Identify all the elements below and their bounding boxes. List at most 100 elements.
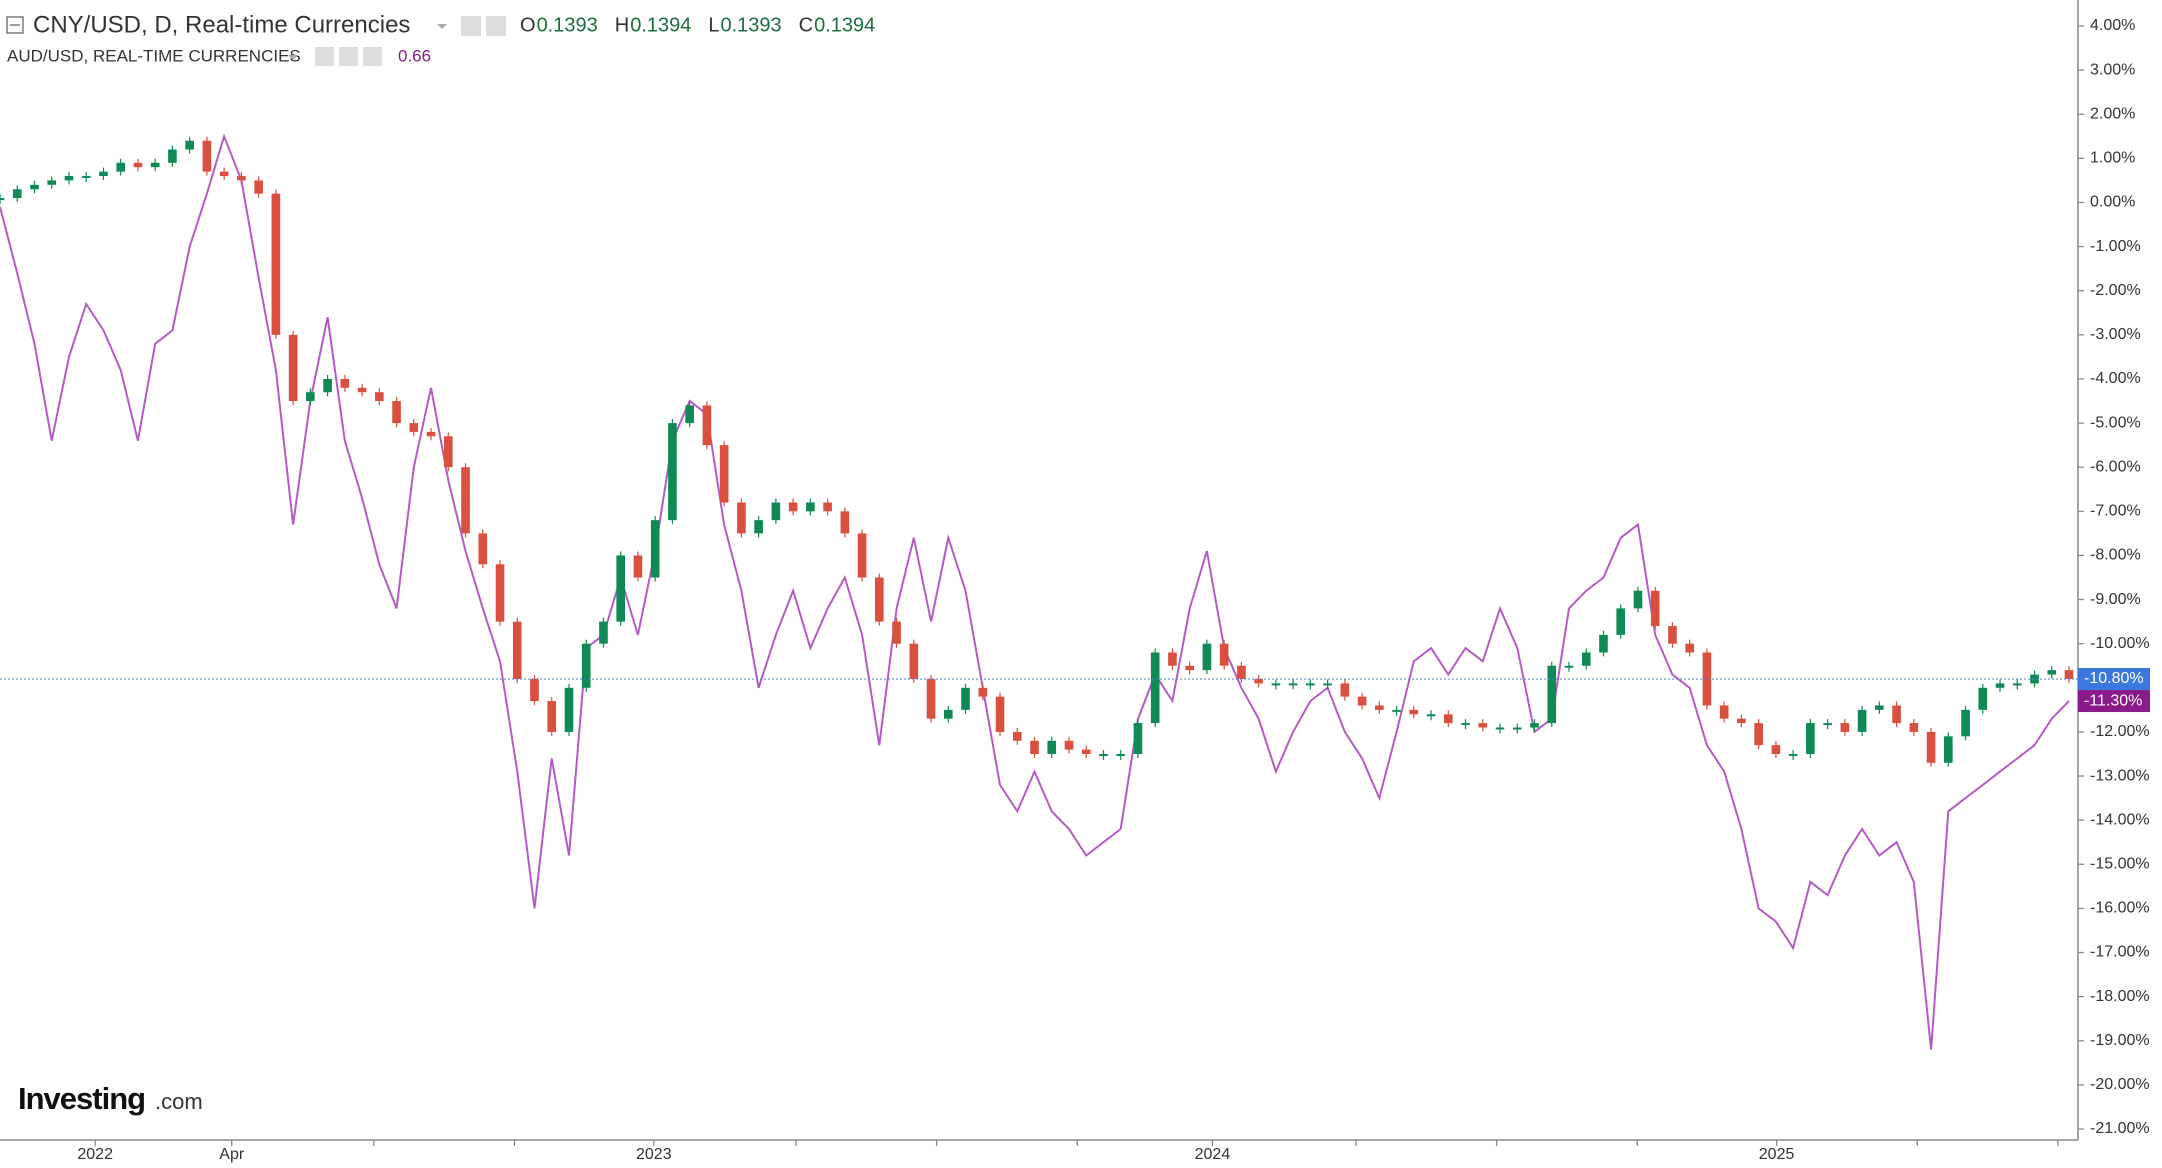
dropdown-arrow[interactable] [437,24,447,29]
candle-body [1271,683,1281,686]
candle-body [530,678,539,702]
candle-body [1012,731,1022,741]
candle-body [1495,727,1505,730]
subtitle-value: 0.66 [398,46,431,65]
candle-body [943,709,953,719]
candle-body [461,467,470,534]
candle-body [1478,723,1488,728]
candle-body [599,621,608,644]
gear-icon[interactable] [339,47,358,66]
y-tick-label: -5.00% [2090,414,2141,431]
collapse-icon[interactable] [6,16,24,34]
candle-body [1875,705,1884,710]
y-tick-label: -21.00% [2090,1120,2150,1137]
last-value-box [2078,690,2150,713]
candle-body [633,555,643,578]
candle-body [323,378,332,393]
candle-body [1323,683,1332,686]
candle-body [202,140,212,172]
candle-body [478,533,488,565]
candle-body [409,423,419,432]
candle-body [581,643,591,688]
candle-body [47,180,57,185]
candle-body [1168,652,1177,666]
candle-body [1254,678,1263,684]
settings-icon[interactable] [315,47,334,66]
candle-body [1685,643,1694,653]
y-tick-label: -7.00% [2090,503,2141,520]
logo-brand: Investing [18,1081,145,1116]
y-tick-label: -8.00% [2090,547,2141,564]
candle-body [150,162,160,168]
candle-body [1306,683,1315,686]
candle-body [547,701,557,732]
y-tick-label: 2.00% [2090,105,2135,122]
ohlc-value: 0.1393 [537,14,598,36]
candle-body [1840,723,1850,732]
candle-body [616,555,626,622]
candle-body [1047,740,1057,754]
candle-body [1116,753,1126,756]
settings-icon[interactable] [461,16,481,36]
x-tick-label: 2025 [1759,1146,1795,1163]
candle-body [840,511,850,534]
y-tick-label: -10.00% [2090,635,2150,652]
candle-body [909,643,919,679]
y-tick-label: -19.00% [2090,1032,2150,1049]
candle-body [1806,723,1815,754]
candle-body [271,193,281,335]
candle-body [99,171,108,177]
ohlc-value: 0.1394 [630,14,691,36]
candle-body [1823,723,1832,726]
candle-body [340,378,350,388]
ohlc-value: 0.1393 [720,14,781,36]
candle-body [1530,723,1539,728]
candle-body [1375,705,1384,710]
candle-body [1650,590,1660,627]
candle-body [2047,670,2057,675]
candle-body [254,180,263,194]
candle-body [1668,626,1677,644]
gear-icon[interactable] [486,16,506,36]
ohlc-values: O 0.1393 H 0.1394 L 0.1393 C 0.1394 [520,14,875,36]
candle-body [995,696,1005,732]
candle-body [116,162,126,172]
candle-body [2012,683,2022,686]
candle-body [754,520,763,534]
candle-body [702,405,712,446]
y-tick-label: -12.00% [2090,723,2150,740]
y-tick-label: -15.00% [2090,855,2150,872]
last-value-box [2078,667,2150,690]
y-tick-label: -16.00% [2090,900,2150,917]
candle-body [2064,670,2074,679]
candle-body [1392,709,1401,712]
close-icon[interactable] [363,47,382,66]
candle-body [1771,745,1781,754]
ohlc-value: 0.1394 [814,14,875,36]
y-tick-label: -1.00% [2090,238,2141,255]
candle-body [2030,674,2039,684]
dropdown-arrow[interactable] [288,55,298,60]
candle-body [806,502,815,512]
candle-body [1081,749,1091,754]
candle-body [1961,709,1970,737]
ohlc-label: H [615,14,629,36]
candle-body [1219,643,1229,666]
candle-body [81,176,91,179]
candle-body [1426,714,1436,717]
candle-body [1133,723,1143,754]
subtitle: AUD/USD, REAL-TIME CURRENCIES [7,46,301,65]
candle-body [0,198,5,201]
candle-body [288,334,298,402]
y-tick-label: -3.00% [2090,326,2141,343]
candle-body [357,387,367,393]
x-tick-label: 2024 [1195,1146,1231,1163]
candle-body [392,401,401,424]
candle-body [1857,709,1867,732]
candle-body [1702,652,1712,706]
y-tick-label: 1.00% [2090,150,2135,167]
candle-body [1737,718,1746,724]
candle-body [719,445,729,503]
